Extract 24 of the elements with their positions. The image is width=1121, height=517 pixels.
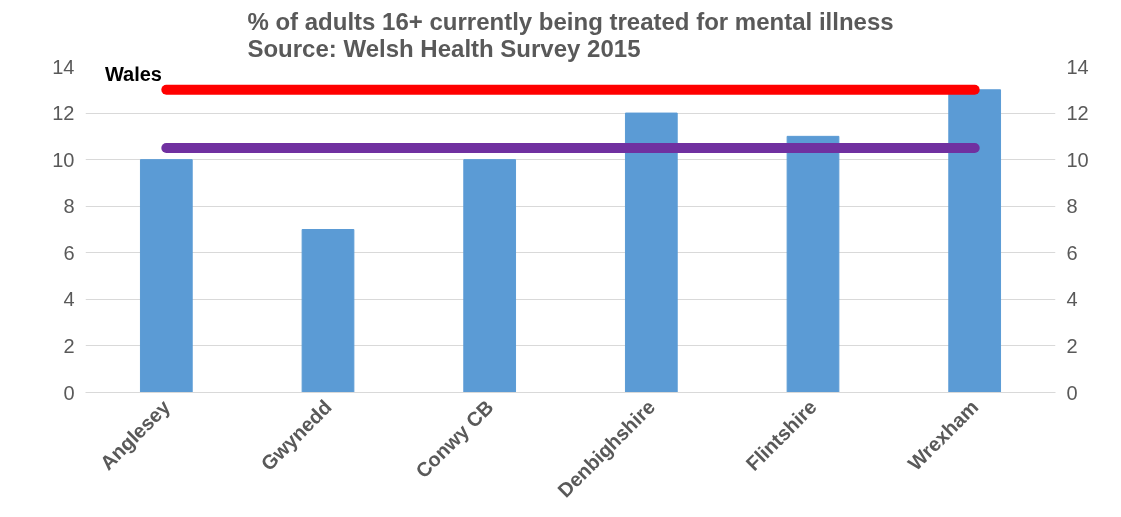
y2-tick-label: 12	[1066, 102, 1089, 125]
y-tick-label: 6	[63, 241, 75, 264]
series-label: Wales	[104, 63, 162, 86]
y2-tick-label: 6	[1066, 241, 1078, 264]
bar	[463, 159, 517, 393]
y2-tick-label: 8	[1066, 195, 1078, 218]
bar	[139, 159, 193, 393]
y-tick-label: 2	[63, 334, 75, 357]
y2-tick-label: 2	[1066, 334, 1078, 357]
bar	[786, 135, 840, 393]
bar	[624, 112, 678, 393]
y-tick-label: 0	[63, 381, 75, 404]
chart-title: % of adults 16+ currently being treated for mental illness Source: Welsh Health Survey 2015	[247, 7, 894, 62]
y2-tick-label: 14	[1066, 55, 1089, 78]
y-tick-label: 8	[63, 195, 75, 218]
bar	[948, 89, 1002, 393]
y2-tick-label: 0	[1066, 381, 1078, 404]
y-tick-label: 12	[52, 102, 75, 125]
bar	[301, 229, 355, 393]
y-tick-label: 14	[52, 55, 75, 78]
y2-tick-label: 10	[1066, 148, 1089, 171]
y2-tick-label: 4	[1066, 288, 1078, 311]
y-tick-label: 10	[52, 148, 75, 171]
y-tick-label: 4	[63, 288, 75, 311]
